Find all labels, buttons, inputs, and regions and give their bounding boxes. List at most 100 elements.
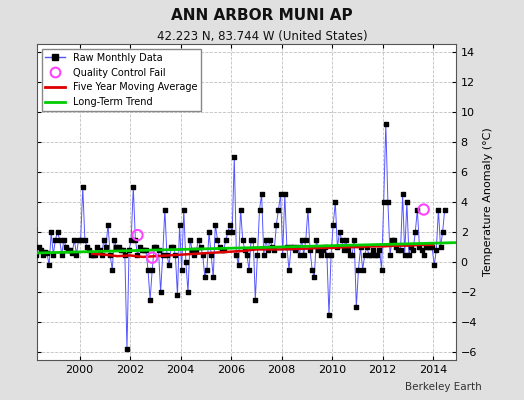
Point bbox=[144, 266, 152, 273]
Point bbox=[342, 236, 350, 243]
Point bbox=[325, 312, 333, 318]
Point bbox=[441, 206, 449, 213]
Point bbox=[194, 236, 203, 243]
Point bbox=[282, 244, 291, 250]
Point bbox=[236, 206, 245, 213]
Point bbox=[234, 262, 243, 268]
Point bbox=[255, 206, 264, 213]
Point bbox=[155, 247, 163, 253]
Point bbox=[159, 252, 167, 258]
Point bbox=[196, 244, 205, 250]
Point bbox=[388, 236, 396, 243]
Point bbox=[392, 244, 400, 250]
Point bbox=[26, 236, 35, 243]
Point bbox=[66, 247, 74, 253]
Point bbox=[83, 244, 91, 250]
Point bbox=[114, 244, 123, 250]
Point bbox=[211, 221, 220, 228]
Point bbox=[369, 247, 377, 253]
Point bbox=[47, 229, 56, 235]
Point bbox=[439, 229, 447, 235]
Point bbox=[112, 244, 121, 250]
Point bbox=[373, 252, 381, 258]
Point bbox=[436, 244, 445, 250]
Point bbox=[428, 244, 436, 250]
Point bbox=[302, 236, 310, 243]
Point bbox=[402, 199, 411, 205]
Point bbox=[186, 236, 194, 243]
Point bbox=[70, 236, 79, 243]
Text: 42.223 N, 83.744 W (United States): 42.223 N, 83.744 W (United States) bbox=[157, 30, 367, 43]
Point bbox=[35, 244, 43, 250]
Point bbox=[247, 236, 255, 243]
Point bbox=[411, 229, 420, 235]
Point bbox=[400, 252, 409, 258]
Point bbox=[314, 247, 323, 253]
Point bbox=[133, 252, 141, 258]
Point bbox=[110, 236, 118, 243]
Point bbox=[420, 252, 428, 258]
Point bbox=[394, 247, 402, 253]
Point bbox=[167, 244, 176, 250]
Text: Berkeley Earth: Berkeley Earth bbox=[406, 382, 482, 392]
Point bbox=[384, 199, 392, 205]
Point bbox=[228, 229, 236, 235]
Point bbox=[367, 252, 375, 258]
Point bbox=[192, 247, 201, 253]
Point bbox=[184, 289, 192, 296]
Point bbox=[278, 252, 287, 258]
Point bbox=[356, 244, 365, 250]
Point bbox=[390, 236, 398, 243]
Text: ANN ARBOR MUNI AP: ANN ARBOR MUNI AP bbox=[171, 8, 353, 23]
Point bbox=[409, 247, 417, 253]
Point bbox=[405, 252, 413, 258]
Point bbox=[108, 266, 116, 273]
Point bbox=[327, 252, 335, 258]
Point bbox=[337, 236, 346, 243]
Point bbox=[245, 266, 253, 273]
Point bbox=[180, 206, 188, 213]
Point bbox=[64, 247, 72, 253]
Point bbox=[329, 221, 337, 228]
Point bbox=[232, 252, 241, 258]
Point bbox=[354, 266, 363, 273]
Point bbox=[49, 252, 58, 258]
Point bbox=[32, 252, 41, 258]
Point bbox=[276, 191, 285, 198]
Point bbox=[146, 297, 154, 303]
Point bbox=[178, 266, 186, 273]
Point bbox=[220, 247, 228, 253]
Point bbox=[188, 247, 196, 253]
Point bbox=[203, 266, 211, 273]
Point bbox=[93, 244, 102, 250]
Point bbox=[363, 244, 371, 250]
Point bbox=[123, 346, 131, 353]
Point bbox=[118, 247, 127, 253]
Point bbox=[161, 206, 169, 213]
Point bbox=[137, 247, 146, 253]
Point bbox=[89, 252, 97, 258]
Point bbox=[261, 236, 270, 243]
Point bbox=[300, 252, 308, 258]
Point bbox=[381, 120, 390, 127]
Point bbox=[201, 274, 209, 280]
Point bbox=[251, 297, 259, 303]
Point bbox=[207, 252, 215, 258]
Point bbox=[253, 252, 261, 258]
Point bbox=[127, 236, 135, 243]
Point bbox=[306, 247, 314, 253]
Point bbox=[416, 244, 424, 250]
Point bbox=[190, 252, 199, 258]
Point bbox=[56, 236, 64, 243]
Point bbox=[104, 221, 112, 228]
Point bbox=[335, 229, 344, 235]
Point bbox=[39, 252, 47, 258]
Point bbox=[350, 236, 358, 243]
Point bbox=[62, 244, 70, 250]
Point bbox=[148, 254, 156, 261]
Point bbox=[352, 304, 361, 310]
Point bbox=[291, 247, 300, 253]
Point bbox=[79, 184, 87, 190]
Point bbox=[230, 154, 238, 160]
Point bbox=[396, 247, 405, 253]
